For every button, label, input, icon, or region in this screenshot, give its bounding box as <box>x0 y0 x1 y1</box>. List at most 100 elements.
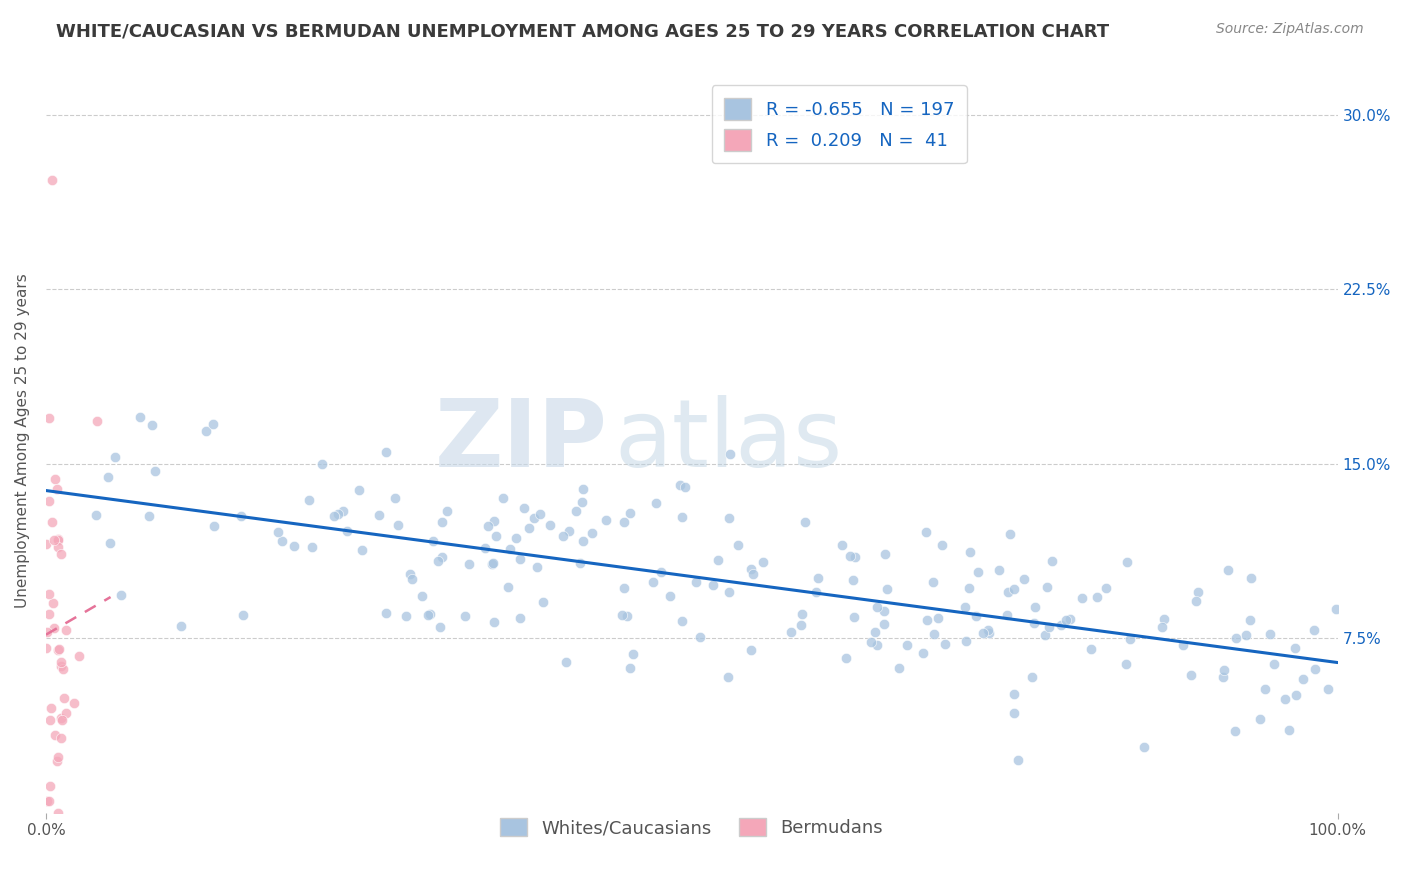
Point <box>1095 581 1118 595</box>
Point <box>267 525 290 540</box>
Point <box>323 509 346 524</box>
Point <box>513 500 536 515</box>
Point <box>1317 682 1340 697</box>
Point <box>1239 613 1261 627</box>
Point <box>46 533 69 547</box>
Point <box>876 582 898 596</box>
Point <box>458 558 481 572</box>
Point <box>844 549 866 564</box>
Point <box>138 508 160 523</box>
Point <box>477 519 499 533</box>
Point <box>645 496 668 510</box>
Point <box>1185 594 1208 608</box>
Point <box>619 506 641 520</box>
Point <box>67 648 90 663</box>
Point <box>426 554 449 568</box>
Point <box>436 504 458 518</box>
Point <box>509 611 531 625</box>
Point <box>505 532 527 546</box>
Point <box>685 574 707 589</box>
Point <box>429 620 451 634</box>
Point <box>283 539 305 553</box>
Point <box>689 630 711 644</box>
Point <box>141 418 163 433</box>
Point <box>887 661 910 675</box>
Point <box>485 529 508 543</box>
Point <box>872 616 894 631</box>
Point <box>1274 691 1296 706</box>
Point <box>311 457 333 471</box>
Text: ZIP: ZIP <box>434 394 607 486</box>
Point <box>38 714 60 728</box>
Point <box>374 444 396 458</box>
Point <box>1153 612 1175 626</box>
Point <box>1000 527 1022 541</box>
Point <box>914 524 936 539</box>
Point <box>790 618 813 632</box>
Point <box>368 508 391 522</box>
Point <box>1087 590 1109 604</box>
Point <box>779 625 801 640</box>
Point <box>46 749 69 764</box>
Point <box>48 643 70 657</box>
Point <box>1038 620 1060 634</box>
Y-axis label: Unemployment Among Ages 25 to 29 years: Unemployment Among Ages 25 to 29 years <box>15 273 30 608</box>
Text: Source: ZipAtlas.com: Source: ZipAtlas.com <box>1216 22 1364 37</box>
Point <box>553 529 575 543</box>
Point <box>717 670 740 684</box>
Point <box>46 755 69 769</box>
Point <box>38 411 60 425</box>
Point <box>523 511 546 525</box>
Point <box>401 572 423 586</box>
Point <box>387 517 409 532</box>
Point <box>835 650 858 665</box>
Point <box>616 609 638 624</box>
Point <box>1216 563 1239 577</box>
Point <box>806 585 828 599</box>
Point <box>51 655 73 669</box>
Point <box>37 624 59 639</box>
Point <box>1132 739 1154 754</box>
Point <box>1036 580 1059 594</box>
Point <box>1213 664 1236 678</box>
Point <box>1285 688 1308 702</box>
Point <box>571 495 593 509</box>
Point <box>842 574 865 588</box>
Point <box>1116 555 1139 569</box>
Point <box>482 556 505 570</box>
Point <box>613 515 636 529</box>
Point <box>41 173 63 187</box>
Point <box>866 600 889 615</box>
Point <box>395 608 418 623</box>
Point <box>1002 706 1025 720</box>
Point <box>336 524 359 539</box>
Point <box>955 634 977 648</box>
Point <box>37 794 59 808</box>
Point <box>169 619 191 633</box>
Text: WHITE/CAUCASIAN VS BERMUDAN UNEMPLOYMENT AMONG AGES 25 TO 29 YEARS CORRELATION C: WHITE/CAUCASIAN VS BERMUDAN UNEMPLOYMENT… <box>56 22 1109 40</box>
Point <box>531 595 554 609</box>
Point <box>398 567 420 582</box>
Point <box>1254 681 1277 696</box>
Point <box>42 596 65 610</box>
Point <box>934 637 956 651</box>
Point <box>595 512 617 526</box>
Point <box>326 507 349 521</box>
Point <box>571 534 593 549</box>
Point <box>1007 753 1029 767</box>
Point <box>619 661 641 675</box>
Point <box>232 607 254 622</box>
Point <box>912 646 935 660</box>
Point <box>84 508 107 522</box>
Point <box>55 623 77 637</box>
Point <box>349 483 371 498</box>
Point <box>110 588 132 602</box>
Point <box>997 585 1019 599</box>
Point <box>1050 618 1073 632</box>
Point <box>1150 619 1173 633</box>
Point <box>1303 661 1326 675</box>
Point <box>977 626 1000 640</box>
Point <box>842 609 865 624</box>
Point <box>1002 582 1025 597</box>
Point <box>610 607 633 622</box>
